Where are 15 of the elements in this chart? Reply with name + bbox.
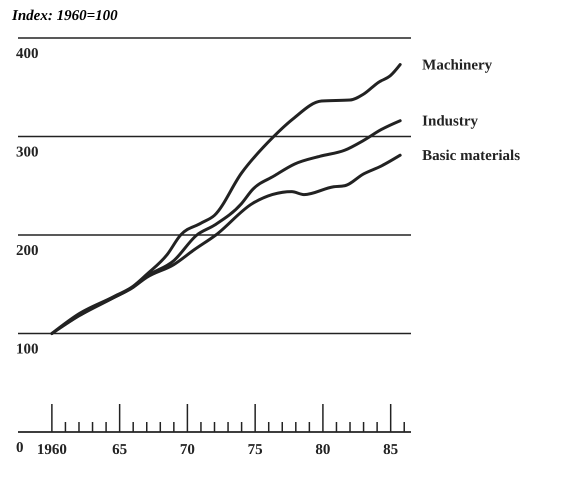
y-tick-label: 200	[16, 243, 38, 259]
x-tick-label: 85	[383, 442, 398, 458]
y-tick-label: 400	[16, 46, 38, 62]
x-tick-label: 75	[248, 442, 263, 458]
x-tick-label: 80	[315, 442, 330, 458]
y-tick-label: 100	[16, 342, 38, 358]
x-tick-label: 70	[180, 442, 195, 458]
x-tick-label: 65	[112, 442, 128, 458]
series-label: Machinery	[422, 58, 493, 74]
y-tick-label: 0	[16, 440, 24, 456]
series-label: Basic materials	[422, 148, 520, 164]
chart-title: Index: 1960=100	[12, 8, 119, 26]
series-label: Industry	[422, 114, 479, 130]
x-tick-label: 1960	[36, 442, 67, 458]
y-tick-label: 300	[16, 144, 38, 160]
